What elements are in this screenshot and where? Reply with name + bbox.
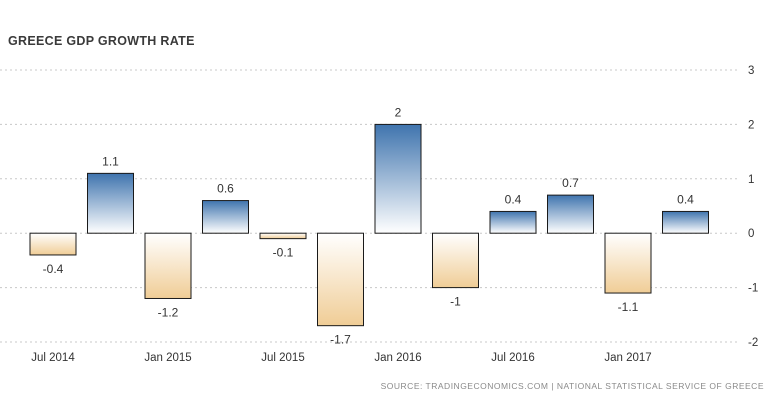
x-tick-label: Jul 2014 bbox=[31, 352, 75, 364]
bar bbox=[662, 210, 709, 234]
y-tick-label: 2 bbox=[748, 119, 754, 131]
chart-source: SOURCE: TRADINGECONOMICS.COM | NATIONAL … bbox=[380, 381, 764, 391]
x-tick-label: Jul 2015 bbox=[261, 352, 304, 364]
bar bbox=[259, 232, 307, 240]
x-tick-label: Jul 2016 bbox=[491, 352, 534, 364]
x-tick-label: Jan 2017 bbox=[604, 352, 651, 364]
data-labels: -0.4 1.1 -1.2 0.6 -0.1 -1.7 2 -1 0.4 0.7 -1.1 0.4 bbox=[43, 105, 695, 346]
y-tick-label: 1 bbox=[748, 174, 754, 186]
data-label: -0.4 bbox=[43, 262, 64, 276]
bar bbox=[317, 232, 364, 327]
x-tick-label: Jan 2016 bbox=[374, 352, 421, 364]
bars bbox=[29, 123, 709, 327]
data-label: -1.7 bbox=[330, 333, 351, 347]
data-label: -1.1 bbox=[618, 300, 639, 314]
data-label: 0.7 bbox=[562, 176, 579, 190]
chart-title: GREECE GDP GROWTH RATE bbox=[8, 34, 195, 48]
y-tick-label: 0 bbox=[748, 228, 754, 240]
data-label: -0.1 bbox=[273, 246, 294, 260]
bar bbox=[547, 194, 594, 234]
data-label: 0.4 bbox=[505, 192, 522, 206]
y-tick-label: -1 bbox=[748, 283, 758, 295]
data-label: 0.4 bbox=[677, 192, 694, 206]
data-label: 1.1 bbox=[102, 154, 119, 168]
data-label: 0.6 bbox=[217, 182, 234, 196]
bar bbox=[489, 210, 537, 234]
bar bbox=[144, 232, 192, 299]
y-tick-label: 3 bbox=[748, 65, 754, 77]
bar bbox=[87, 172, 134, 234]
y-axis: 3 2 1 0 -1 -2 bbox=[748, 65, 758, 349]
data-label: -1.2 bbox=[158, 305, 179, 319]
bar bbox=[604, 232, 652, 294]
data-label: -1 bbox=[450, 295, 461, 309]
x-axis: Jul 2014 Jan 2015 Jul 2015 Jan 2016 Jul 2016… bbox=[31, 352, 651, 364]
y-tick-label: -2 bbox=[748, 337, 758, 349]
bar bbox=[374, 123, 422, 234]
bar bbox=[29, 232, 77, 256]
bar bbox=[432, 232, 479, 289]
data-label: 2 bbox=[395, 105, 402, 119]
x-tick-label: Jan 2015 bbox=[144, 352, 191, 364]
bar bbox=[202, 200, 249, 234]
